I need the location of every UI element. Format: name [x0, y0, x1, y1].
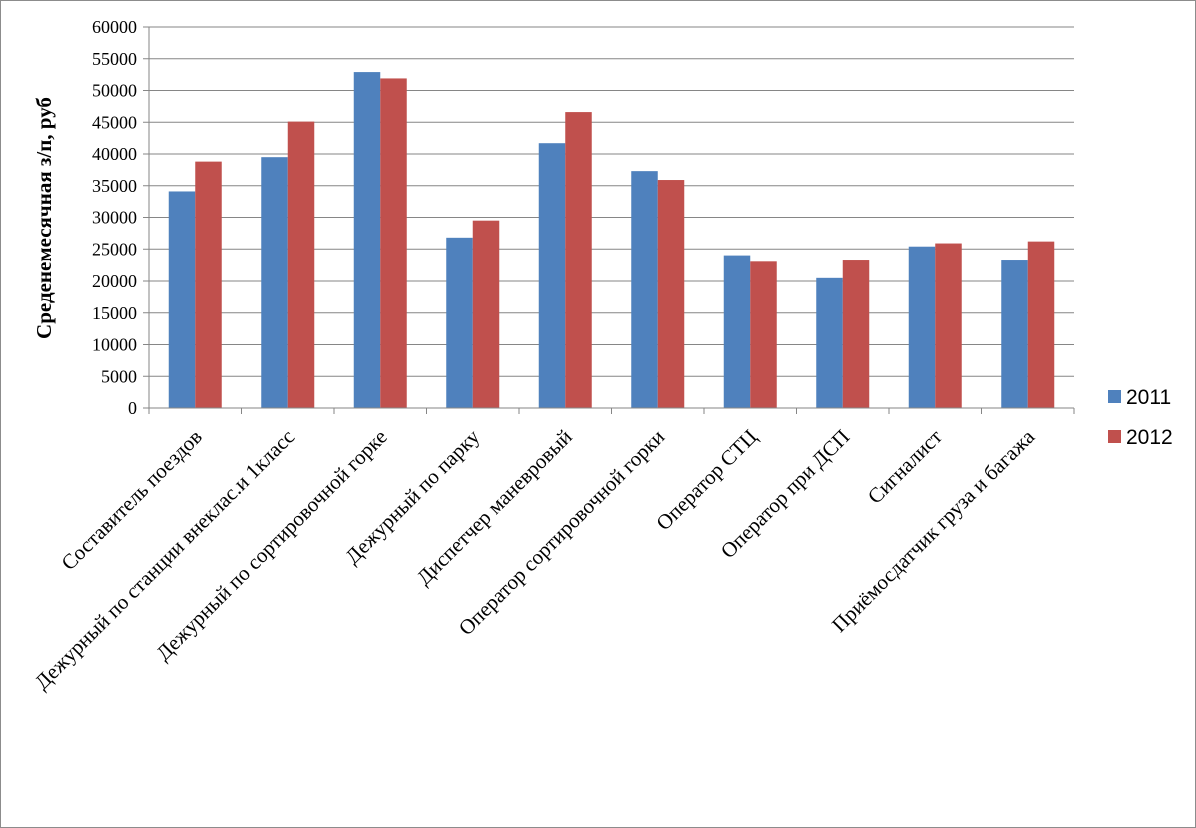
y-axis-title: Среденемесячная з/п, руб: [32, 97, 56, 339]
bar-2011: [446, 237, 473, 408]
y-tick-label: 25000: [92, 239, 137, 259]
y-tick-label: 15000: [92, 303, 137, 323]
y-tick-label: 40000: [92, 144, 137, 164]
y-tick-label: 5000: [101, 366, 137, 386]
legend-label-2011: 2011: [1126, 386, 1171, 409]
y-tick-label: 35000: [92, 176, 137, 196]
y-tick-label: 55000: [92, 49, 137, 69]
legend: 2011 2012: [1108, 386, 1173, 449]
y-tick-label: 60000: [92, 17, 137, 37]
bar-2012: [380, 78, 407, 408]
legend-label-2012: 2012: [1126, 426, 1173, 449]
category-label: Оператор сортировочной горки: [454, 425, 669, 640]
y-tick-label: 0: [128, 398, 137, 418]
bar-2011: [631, 171, 658, 408]
bar-2011: [168, 191, 196, 408]
legend-swatch-2011: [1108, 390, 1121, 403]
bars: [168, 72, 1055, 409]
category-label: Сигналист: [863, 425, 947, 509]
bar-2011: [261, 157, 288, 408]
bar-2012: [750, 261, 777, 408]
y-tick-label: 45000: [92, 112, 137, 132]
bar-2011: [353, 72, 381, 409]
bar-2012: [287, 121, 315, 409]
y-tick-label: 20000: [92, 271, 137, 291]
y-tick-labels: 0 5000 10000 15000 20000 25000 30000 35000 40000…: [92, 17, 137, 418]
y-tick-label: 50000: [92, 81, 137, 101]
bar-2012: [1027, 241, 1055, 408]
bar-2012: [842, 260, 870, 408]
legend-swatch-2012: [1108, 430, 1121, 443]
axes: [148, 27, 1075, 414]
bar-2011: [816, 277, 843, 408]
bar-2011: [723, 255, 751, 408]
category-label: Приёмосдатчик груза и багажа: [827, 424, 1040, 637]
category-label: Диспетчер маневровый: [412, 425, 577, 590]
y-tick-label: 30000: [92, 208, 137, 228]
bar-2012: [565, 112, 592, 408]
y-tick-label: 10000: [92, 335, 137, 355]
bar-2011: [1001, 260, 1028, 408]
bar-2012: [935, 243, 962, 408]
bar-2011: [538, 143, 566, 408]
bar-2012: [195, 161, 222, 408]
bar-2012: [472, 220, 500, 408]
bar-2011: [908, 246, 936, 408]
bar-2012: [657, 180, 685, 408]
